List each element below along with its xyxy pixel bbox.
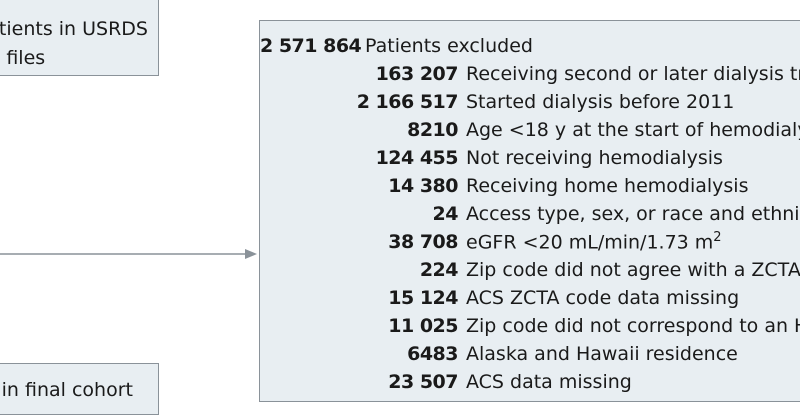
exclusion-reason: 124 455 Not receiving hemodialysis [260,144,800,172]
exclusion-count: 6483 [407,343,458,365]
exclusion-reason: 24 Access type, sex, or race and ethnic [260,200,800,228]
exclusion-label: ACS ZCTA code data missing [466,287,740,309]
exclusion-count: 14 380 [388,175,458,197]
excluded-total-count: 2 571 864 [260,35,362,57]
exclusion-label: Not receiving hemodialysis [466,147,723,169]
exclusion-reason: 224 Zip code did not agree with a ZCTA [260,256,800,284]
exclusion-box: 2 571 864 Patients excluded 163 207 Recei… [259,20,800,402]
exclusion-label: Age <18 y at the start of hemodialy [466,119,800,141]
exclusion-label: Zip code did not agree with a ZCTA [466,259,800,281]
exclusion-count: 2 166 517 [356,91,459,113]
exclusion-label: Alaska and Hawaii residence [466,343,738,365]
exclusion-reason: 163 207 Receiving second or later dialysi… [260,60,800,88]
exclusion-reason: 2 166 517 Started dialysis before 2011 [260,88,800,116]
source-line-2: l files [0,47,46,69]
excluded-total-row: 2 571 864 Patients excluded [260,32,800,60]
exclusion-reason: 23 507 ACS data missing [260,368,800,396]
final-cohort-text: in final cohort [1,379,133,401]
exclusion-reason: 6483 Alaska and Hawaii residence [260,340,800,368]
exclusion-count: 163 207 [375,63,459,85]
exclusion-reason: 38 708 eGFR <20 mL/min/1.73 m2 [260,228,800,256]
exclusion-label-superscript: 2 [713,230,722,246]
exclusion-count: 224 [419,259,459,281]
exclusion-label: Zip code did not correspond to an H [466,315,800,337]
exclusion-label: Access type, sex, or race and ethnic [466,203,800,225]
exclusion-reason: 14 380 Receiving home hemodialysis [260,172,800,200]
exclusion-count: 24 [432,203,459,225]
exclusion-count: 38 708 [388,231,458,253]
exclusion-count: 15 124 [388,287,458,309]
exclusion-count: 23 507 [388,371,458,393]
exclusion-label-text: eGFR <20 mL/min/1.73 m [466,231,714,254]
excluded-total-label: Patients excluded [365,35,533,57]
exclusion-label: ACS data missing [466,371,632,393]
source-patients-box: atients in USRDS l files [0,0,159,76]
exclusion-label: eGFR <20 mL/min/1.73 m2 [466,230,722,253]
exclusion-label: Receiving home hemodialysis [466,175,749,197]
exclusion-reason: 11 025 Zip code did not correspond to an … [260,312,800,340]
exclusion-count: 8210 [407,119,458,141]
source-line-1: atients in USRDS [0,18,148,40]
exclusion-count: 11 025 [388,315,458,337]
final-cohort-box: in final cohort [0,363,159,415]
exclusion-reason: 15 124 ACS ZCTA code data missing [260,284,800,312]
exclusion-count: 124 455 [375,147,459,169]
arrow-head [245,249,257,259]
exclusion-reason: 8210 Age <18 y at the start of hemodialy [260,116,800,144]
exclusion-label: Receiving second or later dialysis tr [466,63,800,85]
exclusion-label: Started dialysis before 2011 [466,91,735,113]
exclusion-reasons-list: 163 207 Receiving second or later dialysi… [260,60,800,396]
